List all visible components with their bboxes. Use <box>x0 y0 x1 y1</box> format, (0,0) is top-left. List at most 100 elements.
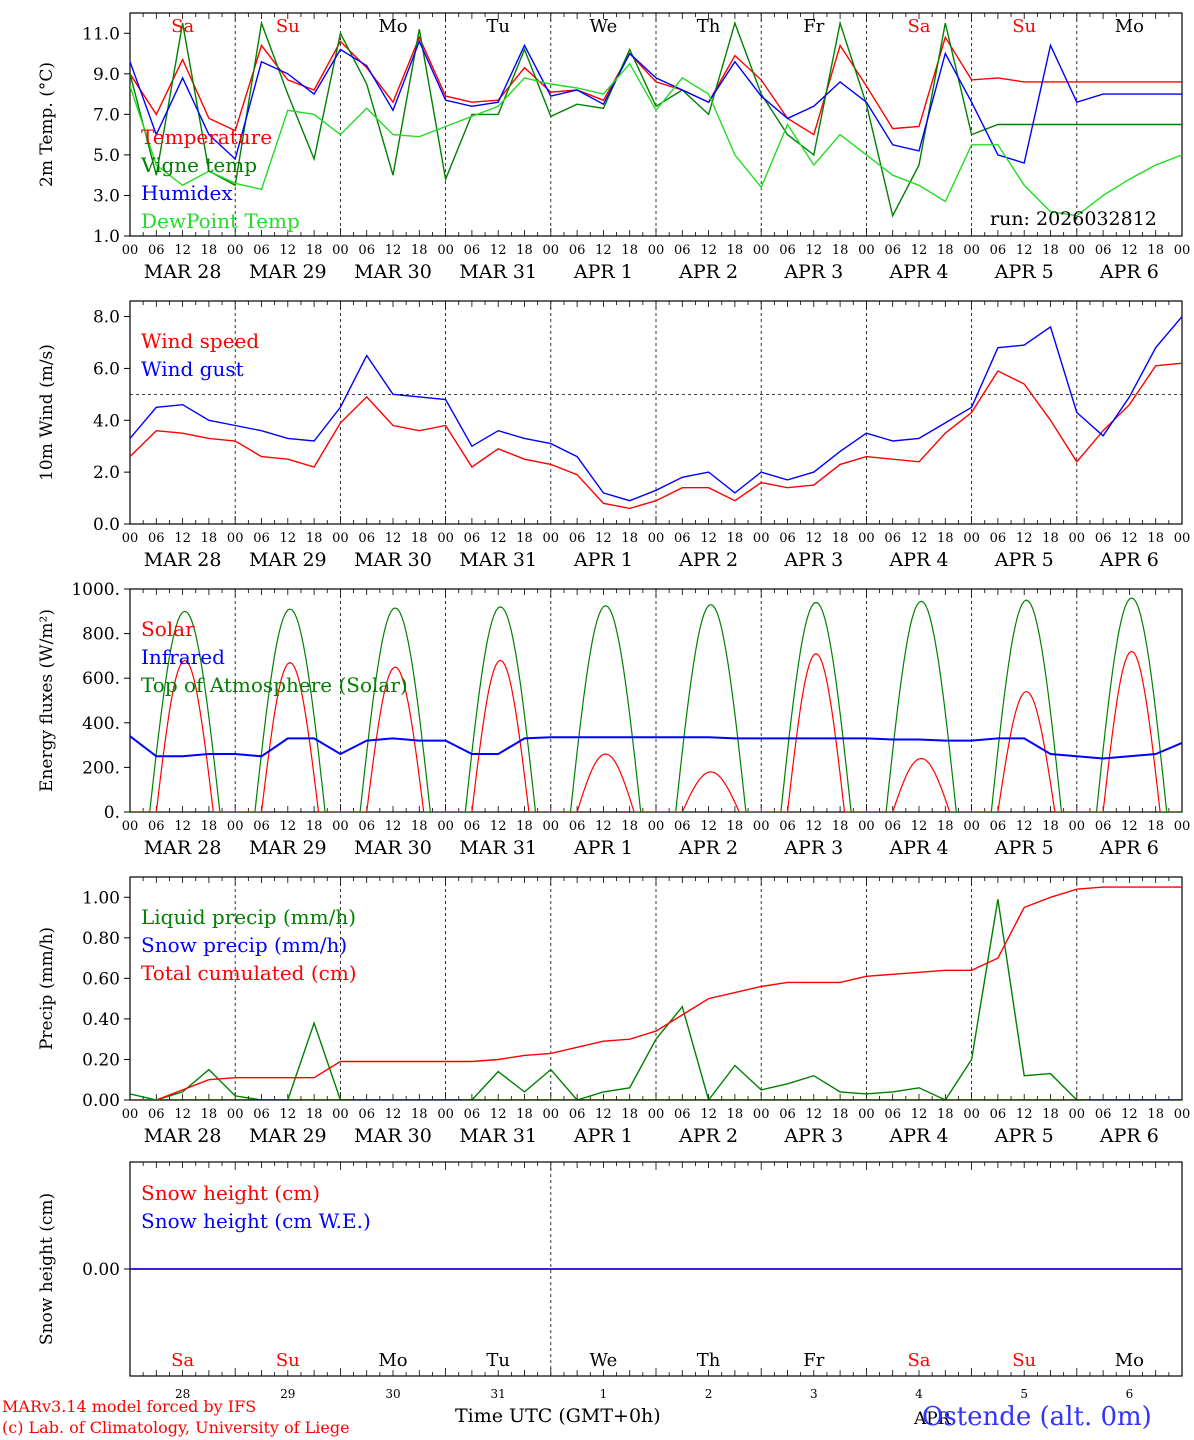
hour-tick-label: 18 <box>411 819 428 834</box>
date-label: MAR 29 <box>249 1125 327 1147</box>
day-name-bottom: Sa <box>171 1350 194 1371</box>
y-tick-label: 0.40 <box>82 1010 120 1030</box>
hour-tick-label: 18 <box>937 819 954 834</box>
hour-tick-label: 00 <box>753 1107 770 1122</box>
hour-tick-label: 18 <box>937 243 954 258</box>
day-name: Th <box>697 16 721 37</box>
hour-tick-label: 18 <box>411 243 428 258</box>
y-tick-label: 1000. <box>71 580 120 600</box>
day-name: Fr <box>803 16 824 37</box>
date-label: MAR 28 <box>144 549 222 571</box>
hour-tick-label: 12 <box>806 531 823 546</box>
hour-tick-label: 06 <box>990 819 1007 834</box>
day-name-bottom: Sa <box>907 1350 930 1371</box>
hour-tick-label: 06 <box>358 1107 375 1122</box>
y-tick-label: 4.0 <box>93 411 120 431</box>
date-label: APR 6 <box>1099 261 1159 283</box>
hour-tick-label: 18 <box>1042 531 1059 546</box>
hour-tick-label: 00 <box>858 1107 875 1122</box>
hour-tick-label: 18 <box>201 1107 218 1122</box>
y-tick-label: 2.0 <box>93 463 120 483</box>
hour-tick-label: 00 <box>1069 1107 1086 1122</box>
hour-tick-label: 00 <box>648 1107 665 1122</box>
date-label: APR 5 <box>994 837 1054 859</box>
hour-tick-label: 12 <box>280 1107 297 1122</box>
hour-tick-label: 06 <box>674 1107 691 1122</box>
hour-tick-label: 12 <box>280 531 297 546</box>
y-axis-label: 10m Wind (m/s) <box>37 344 57 481</box>
y-tick-label: 0. <box>104 803 120 823</box>
day-name-bottom: Mo <box>378 1350 407 1371</box>
hour-tick-label: 00 <box>543 1107 560 1122</box>
day-name-bottom: Fr <box>803 1350 824 1371</box>
hour-tick-label: 12 <box>595 819 612 834</box>
date-label: APR 4 <box>889 261 949 283</box>
date-label: MAR 28 <box>144 261 222 283</box>
series-vigne-temp <box>130 20 1182 218</box>
panel-5: 0.00 Snow height (cm) Snow height (cm) Snow… <box>37 1161 1183 1429</box>
date-label: APR 4 <box>889 549 949 571</box>
series-solar <box>130 650 1182 812</box>
hour-tick-label: 00 <box>858 243 875 258</box>
y-tick-label: 0.00 <box>82 1260 120 1280</box>
series-top-of-atmosphere-solar <box>130 597 1182 812</box>
hour-tick-label: 00 <box>227 1107 244 1122</box>
legend-entry: Total cumulated (cm) <box>141 961 357 985</box>
date-label: MAR 31 <box>459 549 537 571</box>
day-number: 29 <box>280 1387 295 1401</box>
y-tick-label: 8.0 <box>93 308 120 328</box>
day-number: 6 <box>1126 1387 1134 1401</box>
hour-tick-label: 12 <box>174 243 191 258</box>
hour-tick-label: 06 <box>779 243 796 258</box>
day-name-bottom: We <box>590 1350 618 1371</box>
date-label: MAR 31 <box>459 837 537 859</box>
hour-tick-label: 06 <box>569 243 586 258</box>
legend-entry: Snow height (cm) <box>141 1181 320 1205</box>
hour-tick-label: 00 <box>332 1107 349 1122</box>
hour-tick-label: 12 <box>174 819 191 834</box>
plot-area <box>130 886 1182 1100</box>
date-label: MAR 29 <box>249 837 327 859</box>
hour-tick-label: 00 <box>437 819 454 834</box>
hour-tick-label: 12 <box>1016 819 1033 834</box>
panel-3: 0. 200. 400. 600. 800. 1000. Energy fluxes (W/… <box>37 580 1190 859</box>
hour-tick-label: 12 <box>280 819 297 834</box>
date-label: MAR 30 <box>354 549 432 571</box>
date-label: APR 3 <box>783 837 843 859</box>
y-axis-label: Snow height (cm) <box>37 1193 57 1345</box>
hour-tick-label: 12 <box>1121 819 1138 834</box>
hour-tick-label: 00 <box>122 243 139 258</box>
day-number: 3 <box>810 1387 818 1401</box>
hour-tick-label: 06 <box>884 531 901 546</box>
panel-frame <box>129 588 1183 813</box>
day-number: 4 <box>915 1387 923 1401</box>
hour-tick-label: 06 <box>779 819 796 834</box>
hour-tick-label: 00 <box>227 819 244 834</box>
hour-tick-label: 06 <box>1095 1107 1112 1122</box>
hour-tick-label: 06 <box>464 819 481 834</box>
hour-tick-label: 00 <box>1069 819 1086 834</box>
legend-entry: Humidex <box>141 181 233 205</box>
panel-2: 0.0 2.0 4.0 6.0 8.0 10m Wind (m/s) 00 06 12 18 00 0… <box>37 300 1190 571</box>
date-label: MAR 31 <box>459 1125 537 1147</box>
legend-entry: Wind gust <box>141 357 244 381</box>
hour-tick-label: 18 <box>1147 243 1164 258</box>
hour-tick-label: 00 <box>858 531 875 546</box>
hour-tick-label: 06 <box>148 243 165 258</box>
y-tick-label: 0.00 <box>82 1091 120 1111</box>
y-tick-label: 200. <box>82 758 120 778</box>
hour-tick-label: 06 <box>464 1107 481 1122</box>
date-label: APR 6 <box>1099 1125 1159 1147</box>
date-label: MAR 30 <box>354 261 432 283</box>
date-label: APR 6 <box>1099 549 1159 571</box>
hour-tick-label: 00 <box>122 1107 139 1122</box>
hour-tick-label: 18 <box>832 819 849 834</box>
hour-tick-label: 18 <box>201 531 218 546</box>
date-label: MAR 31 <box>459 261 537 283</box>
hour-tick-label: 00 <box>437 243 454 258</box>
hour-tick-label: 00 <box>332 819 349 834</box>
date-label: APR 2 <box>678 1125 738 1147</box>
hour-tick-label: 18 <box>621 531 638 546</box>
day-name: Mo <box>378 16 407 37</box>
hour-tick-label: 12 <box>595 243 612 258</box>
